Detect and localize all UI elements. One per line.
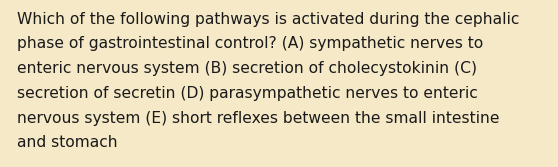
- Text: secretion of secretin (D) parasympathetic nerves to enteric: secretion of secretin (D) parasympatheti…: [17, 86, 478, 101]
- Text: and stomach: and stomach: [17, 135, 117, 150]
- Text: enteric nervous system (B) secretion of cholecystokinin (C): enteric nervous system (B) secretion of …: [17, 61, 477, 76]
- Text: nervous system (E) short reflexes between the small intestine: nervous system (E) short reflexes betwee…: [17, 111, 499, 126]
- Text: phase of gastrointestinal control? (A) sympathetic nerves to: phase of gastrointestinal control? (A) s…: [17, 36, 483, 51]
- Text: Which of the following pathways is activated during the cephalic: Which of the following pathways is activ…: [17, 12, 519, 27]
